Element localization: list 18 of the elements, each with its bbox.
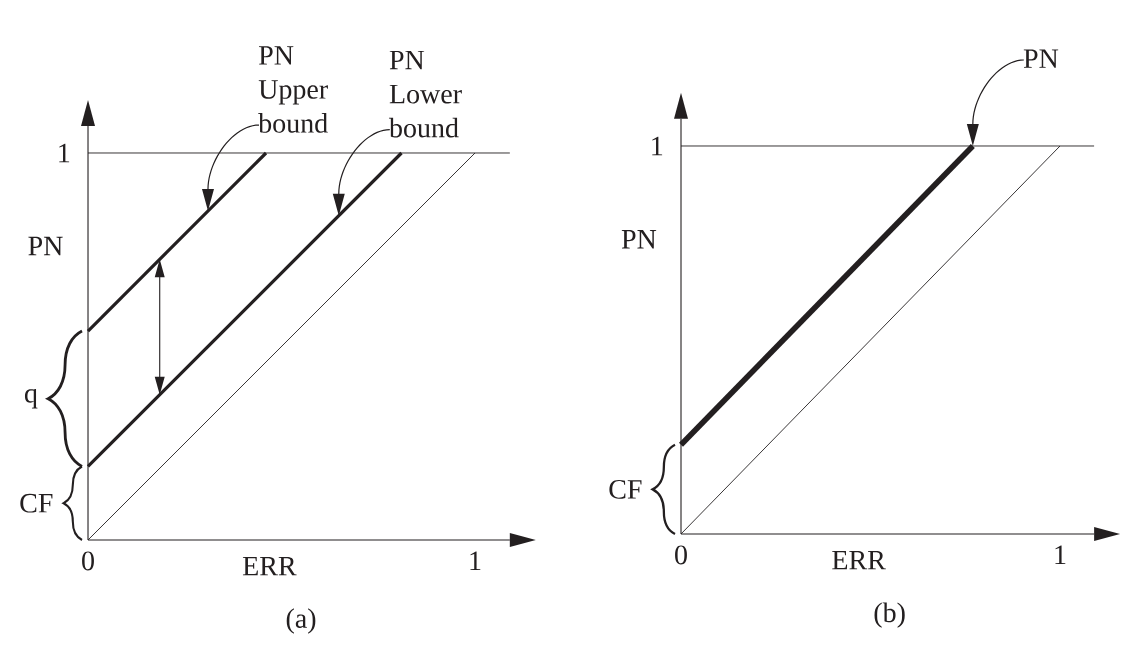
y-axis-title: PN [621, 230, 657, 249]
ref-line-label: 1 [652, 136, 663, 156]
ref-line-label: 1 [59, 143, 70, 163]
text: (b) [874, 602, 905, 628]
x-tick-label: 1 [1055, 545, 1066, 564]
text: PN [1023, 49, 1059, 68]
text: PN Lower bound [388, 50, 462, 138]
x-tick-label: 1 [470, 551, 481, 571]
text: CF [20, 493, 53, 513]
text: q [24, 389, 38, 409]
text: PN Upper bound [258, 46, 328, 133]
x-tick-label: 0 [675, 545, 687, 565]
text: CF [609, 479, 642, 499]
x-axis-title: ERR [242, 556, 297, 576]
y-axis-title: PN [28, 236, 63, 256]
x-axis-title: ERR [832, 550, 886, 570]
x-tick-label: 0 [82, 551, 94, 571]
text: (a) [286, 608, 316, 634]
